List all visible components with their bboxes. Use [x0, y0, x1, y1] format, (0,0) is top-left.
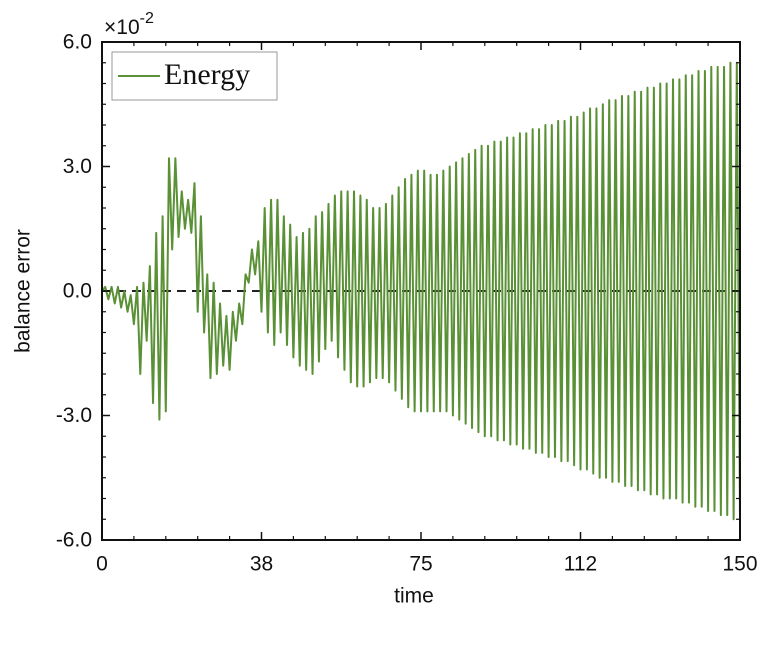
x-axis-label: time [394, 585, 434, 608]
y-axis-label: balance error [12, 229, 35, 353]
offset-base: ×10 [104, 16, 140, 39]
y-tick-label: -3.0 [56, 404, 92, 427]
x-tick-label: 75 [409, 553, 432, 576]
x-tick-label: 0 [96, 553, 108, 576]
legend-label: Energy [164, 58, 250, 91]
x-tick-label: 38 [250, 553, 273, 576]
y-tick-label: 0.0 [63, 280, 92, 303]
offset-exponent: -2 [140, 10, 154, 27]
x-tick-label: 112 [564, 553, 597, 576]
y-tick-label: 6.0 [63, 31, 92, 54]
data-line [101, 61, 741, 521]
x-tick-label: 150 [722, 553, 757, 576]
y-tick-label: -6.0 [56, 529, 92, 552]
y-offset-label: ×10-2 [104, 10, 154, 38]
y-tick-label: 3.0 [63, 155, 92, 178]
